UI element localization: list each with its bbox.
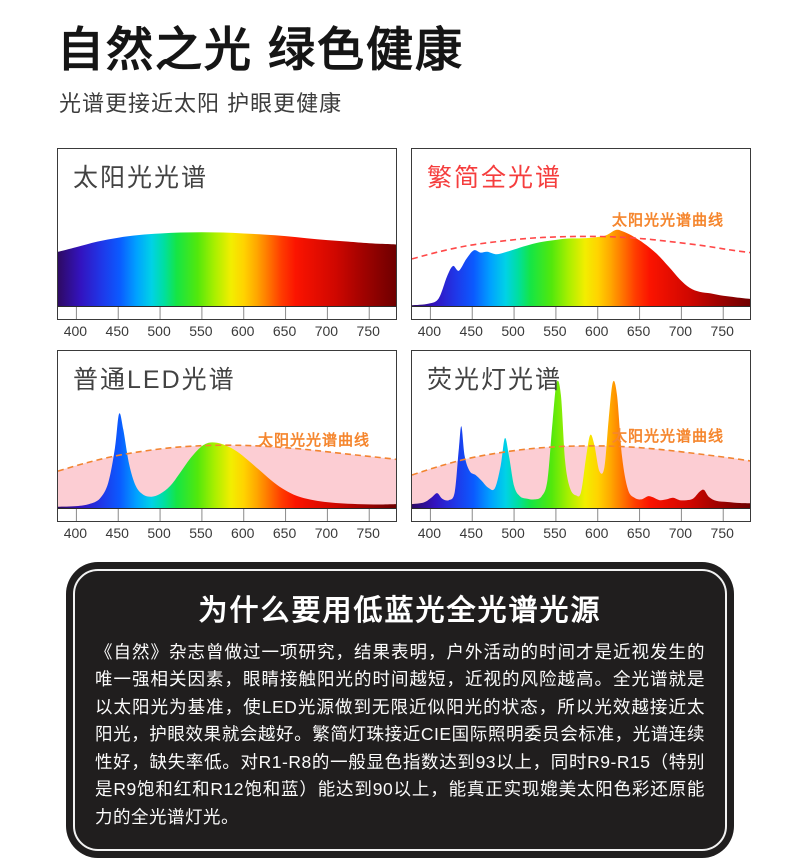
sun-curve-dashed-line <box>412 444 750 476</box>
axis-tick-label: 550 <box>543 524 567 541</box>
chart-card-fluorescent: 荧光灯光谱 太阳光光谱曲线 400 450 500 550 600 650 700 750 <box>411 349 751 544</box>
charts-grid: 太阳光光谱 400 450 500 550 600 650 700 750 繁简全光谱 太阳光… <box>57 147 800 544</box>
axis-tick-label: 450 <box>105 322 129 339</box>
info-panel: 为什么要用低蓝光全光谱光源 《自然》杂志曾做过一项研究，结果表明，户外活动的时间… <box>66 561 734 858</box>
chart-frame: 普通LED光谱 太阳光光谱曲线 <box>57 349 397 522</box>
info-panel-inner-border: 为什么要用低蓝光全光谱光源 《自然》杂志曾做过一项研究，结果表明，户外活动的时间… <box>73 568 727 851</box>
axis-tick-label: 450 <box>459 524 483 541</box>
axis-tick-label: 750 <box>710 322 734 339</box>
axis-tick-label: 600 <box>585 322 609 339</box>
spectrum-plot <box>58 412 396 521</box>
axis-tick-label: 750 <box>356 322 380 339</box>
axis-tick-label: 450 <box>459 322 483 339</box>
info-panel-title: 为什么要用低蓝光全光谱光源 <box>198 594 602 627</box>
spectrum-area <box>58 231 396 306</box>
chart-frame: 太阳光光谱 <box>57 147 397 320</box>
axis-tick-label: 700 <box>668 322 693 339</box>
axis-tick-label: 700 <box>668 524 693 541</box>
axis-tick-label: 650 <box>626 322 651 339</box>
axis-tick-label: 650 <box>272 322 297 339</box>
chart-card-sunlight: 太阳光光谱 400 450 500 550 600 650 700 750 <box>57 147 397 342</box>
chart-card-ordinary-led: 普通LED光谱 太阳光光谱曲线 400 450 500 550 600 650 700 750 <box>57 349 397 544</box>
spectrum-area <box>412 229 750 306</box>
x-axis-tick-labels: 400 450 500 550 600 650 700 750 <box>411 320 749 342</box>
spectrum-area <box>58 412 396 508</box>
sun-curve-dashed-line <box>412 235 750 260</box>
axis-tick-label: 500 <box>501 524 525 541</box>
axis-tick-label: 600 <box>231 524 255 541</box>
chart-title: 太阳光光谱 <box>73 163 209 192</box>
spectrum-plot <box>412 380 750 521</box>
axis-tick-label: 400 <box>63 322 88 339</box>
spectrum-plot <box>412 229 750 319</box>
chart-title: 荧光灯光谱 <box>427 365 563 394</box>
axis-tick-label: 750 <box>710 524 734 541</box>
axis-tick-label: 750 <box>356 524 380 541</box>
axis-tick-label: 500 <box>147 524 171 541</box>
axis-tick-label: 550 <box>189 524 213 541</box>
sun-curve-dashed-line <box>58 444 396 472</box>
chart-frame: 荧光灯光谱 太阳光光谱曲线 <box>411 349 751 522</box>
info-panel-body: 《自然》杂志曾做过一项研究，结果表明，户外活动的时间才是近视发生的唯一强相关因素… <box>95 641 705 827</box>
axis-tick-label: 650 <box>272 524 297 541</box>
x-axis-tick-labels: 400 450 500 550 600 650 700 750 <box>57 522 395 544</box>
chart-title: 繁简全光谱 <box>427 163 563 192</box>
axis-tick-label: 500 <box>501 322 525 339</box>
axis-tick-label: 500 <box>147 322 171 339</box>
axis-tick-label: 400 <box>417 322 442 339</box>
axis-tick-label: 700 <box>314 322 339 339</box>
axis-tick-label: 700 <box>314 524 339 541</box>
chart-title: 普通LED光谱 <box>73 365 236 394</box>
page-subtitle: 光谱更接近太阳 护眼更健康 <box>59 90 343 116</box>
axis-tick-label: 600 <box>231 322 255 339</box>
axis-tick-label: 400 <box>63 524 88 541</box>
sun-curve-label: 太阳光光谱曲线 <box>611 427 724 445</box>
axis-tick-label: 550 <box>543 322 567 339</box>
page-header: 自然之光 绿色健康 光谱更接近太阳 护眼更健康 <box>0 0 800 118</box>
chart-card-full-spectrum: 繁简全光谱 太阳光光谱曲线 400 450 500 550 600 650 700 750 <box>411 147 751 342</box>
chart-frame: 繁简全光谱 太阳光光谱曲线 <box>411 147 751 320</box>
axis-tick-label: 450 <box>105 524 129 541</box>
axis-tick-label: 650 <box>626 524 651 541</box>
x-axis-tick-labels: 400 450 500 550 600 650 700 750 <box>411 522 749 544</box>
sun-curve-label: 太阳光光谱曲线 <box>257 431 370 449</box>
x-axis-tick-labels: 400 450 500 550 600 650 700 750 <box>57 320 395 342</box>
sun-curve-label: 太阳光光谱曲线 <box>611 211 724 229</box>
axis-tick-label: 400 <box>417 524 442 541</box>
spectrum-plot <box>58 231 396 319</box>
page-title: 自然之光 绿色健康 <box>57 23 465 76</box>
axis-tick-label: 600 <box>585 524 609 541</box>
axis-tick-label: 550 <box>189 322 213 339</box>
